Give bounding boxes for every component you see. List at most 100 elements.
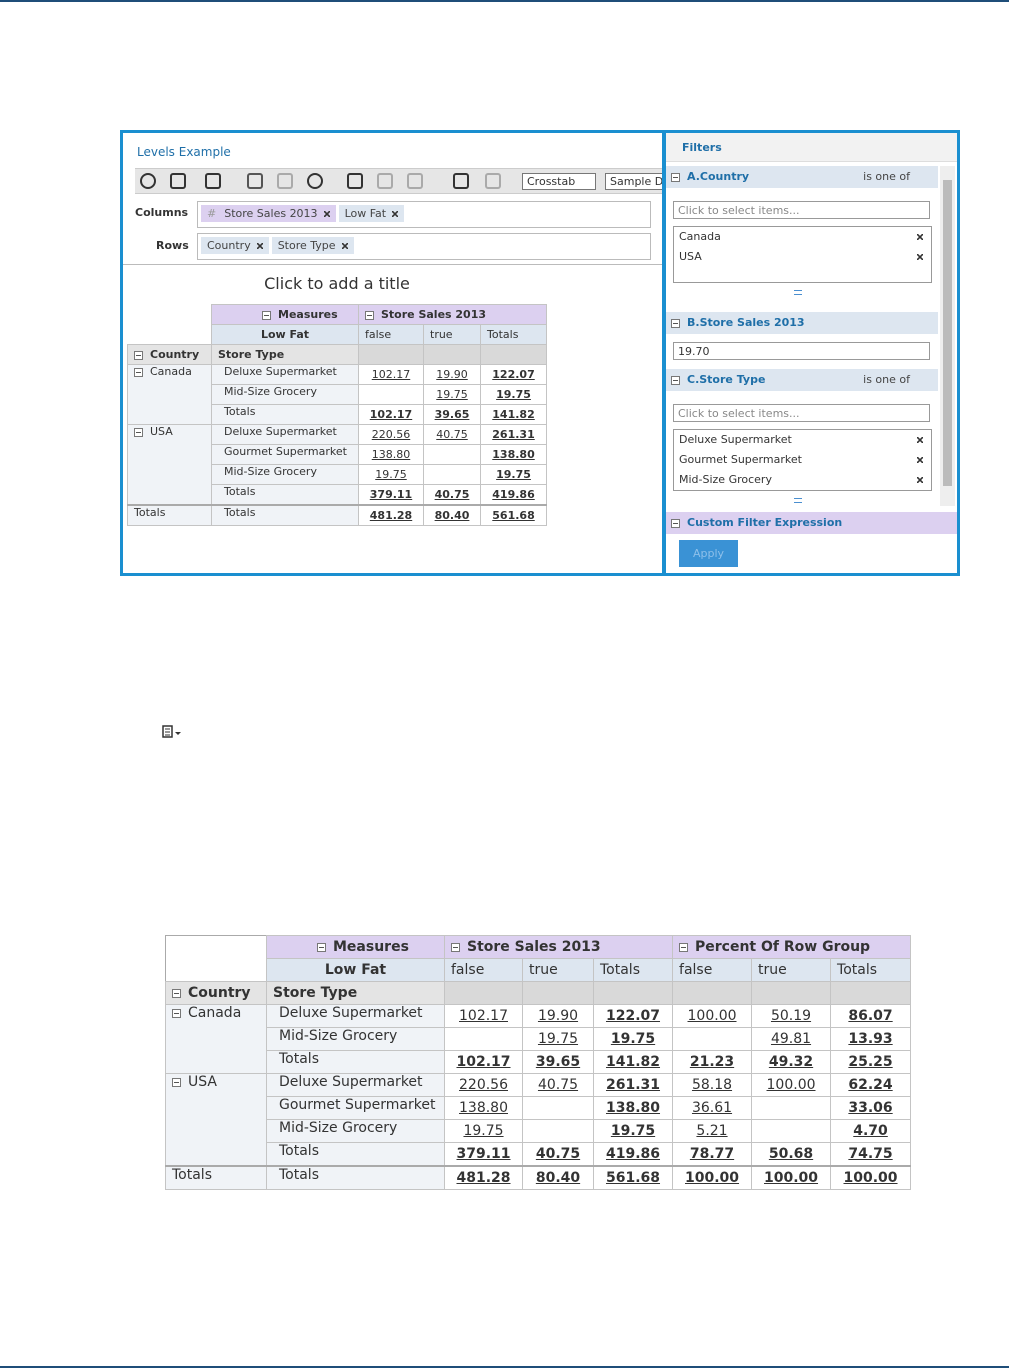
- remove-icon[interactable]: [917, 234, 923, 240]
- value-link[interactable]: 419.86: [492, 488, 535, 501]
- remove-icon[interactable]: [917, 457, 923, 463]
- source-dropdown[interactable]: Sample D: [605, 173, 662, 190]
- value-field[interactable]: 19.70: [673, 342, 930, 360]
- apply-button[interactable]: Apply: [679, 540, 738, 567]
- value-link[interactable]: 40.75: [436, 428, 468, 441]
- filter-header[interactable]: C.Store Type is one of: [666, 369, 938, 391]
- value-link[interactable]: 50.68: [768, 1146, 814, 1162]
- value-link[interactable]: 138.80: [605, 1100, 661, 1116]
- value-link[interactable]: 138.80: [459, 1100, 508, 1116]
- value-link[interactable]: 19.75: [496, 468, 531, 481]
- scroll-thumb[interactable]: [943, 180, 952, 486]
- collapse-icon[interactable]: [679, 942, 689, 952]
- value-link[interactable]: 39.65: [434, 408, 470, 421]
- value-link[interactable]: 19.90: [436, 368, 468, 381]
- value-link[interactable]: 100.00: [764, 1170, 819, 1186]
- remove-icon[interactable]: [256, 243, 263, 249]
- collapse-icon[interactable]: [172, 1077, 181, 1087]
- value-link[interactable]: 78.77: [689, 1146, 735, 1162]
- remove-icon[interactable]: [323, 211, 330, 217]
- resize-handle[interactable]: [794, 498, 802, 503]
- swap-icon[interactable]: [347, 173, 363, 189]
- value-link[interactable]: 141.82: [605, 1054, 661, 1070]
- rows-drop-zone[interactable]: Country Store Type: [197, 233, 651, 260]
- value-link[interactable]: 220.56: [371, 428, 411, 441]
- collapse-icon[interactable]: [134, 367, 143, 377]
- value-link[interactable]: 36.61: [691, 1100, 733, 1116]
- value-link[interactable]: 19.75: [375, 468, 407, 481]
- value-link[interactable]: 481.28: [456, 1170, 511, 1186]
- save-icon[interactable]: [170, 173, 186, 189]
- collapse-icon[interactable]: [172, 1008, 181, 1018]
- collapse-icon[interactable]: [317, 942, 326, 952]
- view-dropdown[interactable]: Crosstab: [522, 173, 596, 190]
- value-link[interactable]: 49.32: [768, 1054, 814, 1070]
- remove-icon[interactable]: [392, 211, 399, 217]
- value-link[interactable]: 102.17: [456, 1054, 511, 1070]
- value-link[interactable]: 138.80: [371, 448, 411, 461]
- value-link[interactable]: 100.00: [687, 1008, 737, 1024]
- redo-icon[interactable]: [277, 173, 293, 189]
- value-link[interactable]: 19.75: [610, 1123, 656, 1139]
- value-link[interactable]: 4.70: [853, 1123, 888, 1139]
- value-link[interactable]: 80.40: [535, 1170, 581, 1186]
- value-link[interactable]: 100.00: [685, 1170, 740, 1186]
- export-icon[interactable]: [205, 173, 221, 189]
- remove-icon[interactable]: [917, 254, 923, 260]
- value-link[interactable]: 19.75: [463, 1123, 504, 1139]
- value-link[interactable]: 19.90: [537, 1008, 579, 1024]
- chip[interactable]: Low Fat: [338, 205, 405, 222]
- scrollbar[interactable]: [940, 166, 955, 506]
- undo-icon[interactable]: [247, 173, 263, 189]
- value-link[interactable]: 141.82: [492, 408, 535, 421]
- remove-icon[interactable]: [341, 243, 348, 249]
- value-link[interactable]: 561.68: [605, 1170, 661, 1186]
- value-link[interactable]: 261.31: [492, 428, 535, 441]
- view-icon[interactable]: [140, 173, 156, 189]
- collapse-icon[interactable]: [451, 942, 460, 952]
- value-link[interactable]: 261.31: [605, 1077, 661, 1093]
- value-link[interactable]: 80.40: [434, 509, 470, 522]
- value-link[interactable]: 138.80: [492, 448, 535, 461]
- value-link[interactable]: 481.28: [369, 509, 413, 522]
- search-field[interactable]: Click to select items...: [673, 404, 930, 422]
- value-link[interactable]: 100.00: [766, 1077, 816, 1093]
- search-field[interactable]: Click to select items...: [673, 201, 930, 219]
- value-link[interactable]: 220.56: [459, 1077, 508, 1093]
- options-icon[interactable]: [453, 173, 469, 189]
- filter-operator[interactable]: is one of: [863, 170, 910, 183]
- value-link[interactable]: 19.75: [436, 388, 468, 401]
- columns-drop-zone[interactable]: # Store Sales 2013 Low Fat: [197, 201, 651, 228]
- collapse-icon[interactable]: [134, 350, 143, 360]
- value-link[interactable]: 25.25: [848, 1054, 893, 1070]
- value-link[interactable]: 19.75: [496, 388, 531, 401]
- value-link[interactable]: 40.75: [537, 1077, 579, 1093]
- collapse-icon[interactable]: [134, 427, 143, 437]
- value-link[interactable]: 100.00: [843, 1170, 898, 1186]
- remove-icon[interactable]: [917, 477, 923, 483]
- value-link[interactable]: 40.75: [535, 1146, 581, 1162]
- sort-icon[interactable]: [377, 173, 393, 189]
- value-link[interactable]: 102.17: [369, 408, 413, 421]
- filter-icon[interactable]: [485, 173, 501, 189]
- collapse-icon[interactable]: [172, 988, 181, 998]
- value-link[interactable]: 33.06: [848, 1100, 893, 1116]
- value-link[interactable]: 102.17: [459, 1008, 508, 1024]
- custom-filter-header[interactable]: Custom Filter Expression: [666, 512, 957, 534]
- value-link[interactable]: 122.07: [605, 1008, 661, 1024]
- filter-header[interactable]: B.Store Sales 2013: [666, 312, 938, 334]
- value-link[interactable]: 39.65: [535, 1054, 581, 1070]
- remove-icon[interactable]: [917, 437, 923, 443]
- value-link[interactable]: 86.07: [848, 1008, 893, 1024]
- resize-handle[interactable]: [794, 290, 802, 295]
- layout-icon[interactable]: [407, 173, 423, 189]
- value-link[interactable]: 122.07: [492, 368, 535, 381]
- chip[interactable]: # Store Sales 2013: [201, 205, 336, 222]
- value-link[interactable]: 13.93: [848, 1031, 893, 1047]
- value-link[interactable]: 419.86: [605, 1146, 661, 1162]
- value-link[interactable]: 379.11: [456, 1146, 511, 1162]
- report-title[interactable]: Click to add a title: [264, 274, 410, 293]
- value-link[interactable]: 21.23: [689, 1054, 735, 1070]
- chip[interactable]: Store Type: [271, 237, 354, 254]
- collapse-icon[interactable]: [365, 310, 374, 320]
